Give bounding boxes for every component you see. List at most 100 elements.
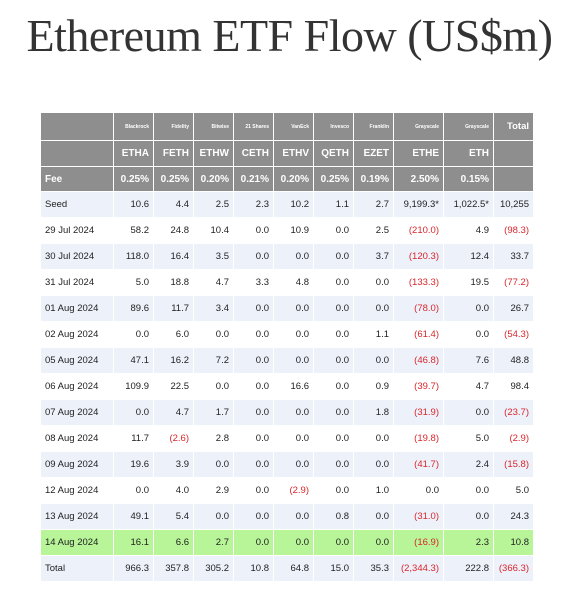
flow-value-cell: 0.0 xyxy=(353,451,394,478)
table-row: 13 Aug 2024 49.1 5.4 0.0 0.0 0.0 0.8 0.0 (31.0) 0… xyxy=(40,503,534,530)
issuer-header-cell: Grayscale xyxy=(393,112,444,141)
flow-value-cell: 1.1 xyxy=(353,321,394,348)
flow-value-cell: 2.9 xyxy=(193,477,234,504)
flow-value-cell: 1.0 xyxy=(353,477,394,504)
flow-value-cell: 0.0 xyxy=(233,477,274,504)
row-total-cell: 48.8 xyxy=(493,347,534,374)
flow-value-cell: 0.0 xyxy=(313,399,354,426)
ticker-header-cell: CETH xyxy=(233,140,274,167)
row-date-label: 12 Aug 2024 xyxy=(40,477,114,504)
flow-value-cell: 3.5 xyxy=(193,243,234,270)
flow-value-cell: 0.0 xyxy=(193,451,234,478)
row-date-label: 01 Aug 2024 xyxy=(40,295,114,322)
flow-value-cell: 0.0 xyxy=(273,425,314,452)
flow-value-cell: 1,022.5* xyxy=(443,191,494,218)
flow-value-cell: (2.6) xyxy=(153,425,194,452)
flow-value-cell: 0.0 xyxy=(313,451,354,478)
flow-value-cell: (61.4) xyxy=(393,321,444,348)
flow-value-cell: 5.4 xyxy=(153,503,194,530)
flow-value-cell: 109.9 xyxy=(113,373,154,400)
flow-value-cell: 1.8 xyxy=(353,399,394,426)
total-column-header: Total xyxy=(493,112,534,141)
flow-value-cell: 0.0 xyxy=(353,347,394,374)
issuer-header-cell: Blackrock xyxy=(113,112,154,141)
ticker-header-empty-cell xyxy=(493,140,534,167)
flow-value-cell: 0.0 xyxy=(233,347,274,374)
flow-value-cell: 5.0 xyxy=(113,269,154,296)
flow-value-cell: 1.7 xyxy=(193,399,234,426)
flow-value-cell: 0.0 xyxy=(313,243,354,270)
table-row: Total 966.3 357.8 305.2 10.8 64.8 15.0 35.3 (2,3… xyxy=(40,555,534,582)
flow-value-cell: 0.0 xyxy=(113,321,154,348)
flow-value-cell: 0.0 xyxy=(443,295,494,322)
flow-value-cell: 1.1 xyxy=(313,191,354,218)
table-row: 06 Aug 2024 109.9 22.5 0.0 0.0 16.6 0.0 0.9 (39.… xyxy=(40,373,534,400)
row-total-cell: (2.9) xyxy=(493,425,534,452)
flow-value-cell: 9,199.3* xyxy=(393,191,444,218)
flow-value-cell: 22.5 xyxy=(153,373,194,400)
fee-cell: 0.21% xyxy=(233,166,274,192)
flow-value-cell: 4.4 xyxy=(153,191,194,218)
fee-empty-cell xyxy=(493,166,534,192)
issuer-header-cell: Fidelity xyxy=(153,112,194,141)
issuer-corner-cell xyxy=(40,112,114,141)
flow-value-cell: 49.1 xyxy=(113,503,154,530)
row-date-label: 07 Aug 2024 xyxy=(40,399,114,426)
flow-value-cell: (31.9) xyxy=(393,399,444,426)
flow-value-cell: 0.8 xyxy=(313,503,354,530)
flow-value-cell: 4.8 xyxy=(273,269,314,296)
row-total-cell: 10,255 xyxy=(493,191,534,218)
flow-value-cell: 0.0 xyxy=(273,529,314,556)
issuer-header-cell: VanEck xyxy=(273,112,314,141)
ticker-header-cell: ETHE xyxy=(393,140,444,167)
flow-value-cell: 0.0 xyxy=(273,503,314,530)
flow-value-cell: 0.0 xyxy=(233,217,274,244)
table-row: 08 Aug 2024 11.7 (2.6) 2.8 0.0 0.0 0.0 0.0 (19.8… xyxy=(40,425,534,452)
ticker-header-cell: FETH xyxy=(153,140,194,167)
flow-value-cell: 24.8 xyxy=(153,217,194,244)
flow-value-cell: (31.0) xyxy=(393,503,444,530)
ticker-header-cell: EZET xyxy=(353,140,394,167)
flow-value-cell: 18.8 xyxy=(153,269,194,296)
flow-value-cell: 16.6 xyxy=(273,373,314,400)
flow-value-cell: (39.7) xyxy=(393,373,444,400)
flow-value-cell: 0.0 xyxy=(273,243,314,270)
row-total-cell: 33.7 xyxy=(493,243,534,270)
fee-cell: 0.19% xyxy=(353,166,394,192)
table-row: 02 Aug 2024 0.0 6.0 0.0 0.0 0.0 0.0 1.1 (61.4) 0.… xyxy=(40,321,534,348)
flow-value-cell: 10.6 xyxy=(113,191,154,218)
flow-value-cell: 0.0 xyxy=(193,373,234,400)
issuer-header-cell: Franklin xyxy=(353,112,394,141)
flow-value-cell: (78.0) xyxy=(393,295,444,322)
row-total-cell: (23.7) xyxy=(493,399,534,426)
row-total-cell: 24.3 xyxy=(493,503,534,530)
flow-value-cell: 15.0 xyxy=(313,555,354,582)
flow-value-cell: (16.9) xyxy=(393,529,444,556)
flow-value-cell: 16.1 xyxy=(113,529,154,556)
flow-value-cell: 2.8 xyxy=(193,425,234,452)
row-date-label: 29 Jul 2024 xyxy=(40,217,114,244)
flow-value-cell: 16.4 xyxy=(153,243,194,270)
flow-value-cell: 0.0 xyxy=(193,503,234,530)
row-total-cell: 26.7 xyxy=(493,295,534,322)
flow-value-cell: 0.0 xyxy=(443,477,494,504)
ticker-header-cell: ETHW xyxy=(193,140,234,167)
ticker-header-cell: ETH xyxy=(443,140,494,167)
issuer-header-cell: 21 Shares xyxy=(233,112,274,141)
flow-value-cell: (19.8) xyxy=(393,425,444,452)
flow-value-cell: 0.0 xyxy=(233,321,274,348)
fee-cell: 0.20% xyxy=(193,166,234,192)
flow-value-cell: 5.0 xyxy=(443,425,494,452)
flow-value-cell: 2.7 xyxy=(193,529,234,556)
flow-value-cell: 0.0 xyxy=(113,477,154,504)
flow-value-cell: 2.3 xyxy=(233,191,274,218)
flow-value-cell: 0.0 xyxy=(313,477,354,504)
row-total-cell: 5.0 xyxy=(493,477,534,504)
flow-value-cell: 0.0 xyxy=(313,269,354,296)
fee-cell: 0.15% xyxy=(443,166,494,192)
row-date-label: 13 Aug 2024 xyxy=(40,503,114,530)
row-date-label: Total xyxy=(40,555,114,582)
flow-value-cell: 0.0 xyxy=(313,295,354,322)
flow-value-cell: 0.0 xyxy=(273,399,314,426)
table-row: 07 Aug 2024 0.0 4.7 1.7 0.0 0.0 0.0 1.8 (31.9) 0.… xyxy=(40,399,534,426)
